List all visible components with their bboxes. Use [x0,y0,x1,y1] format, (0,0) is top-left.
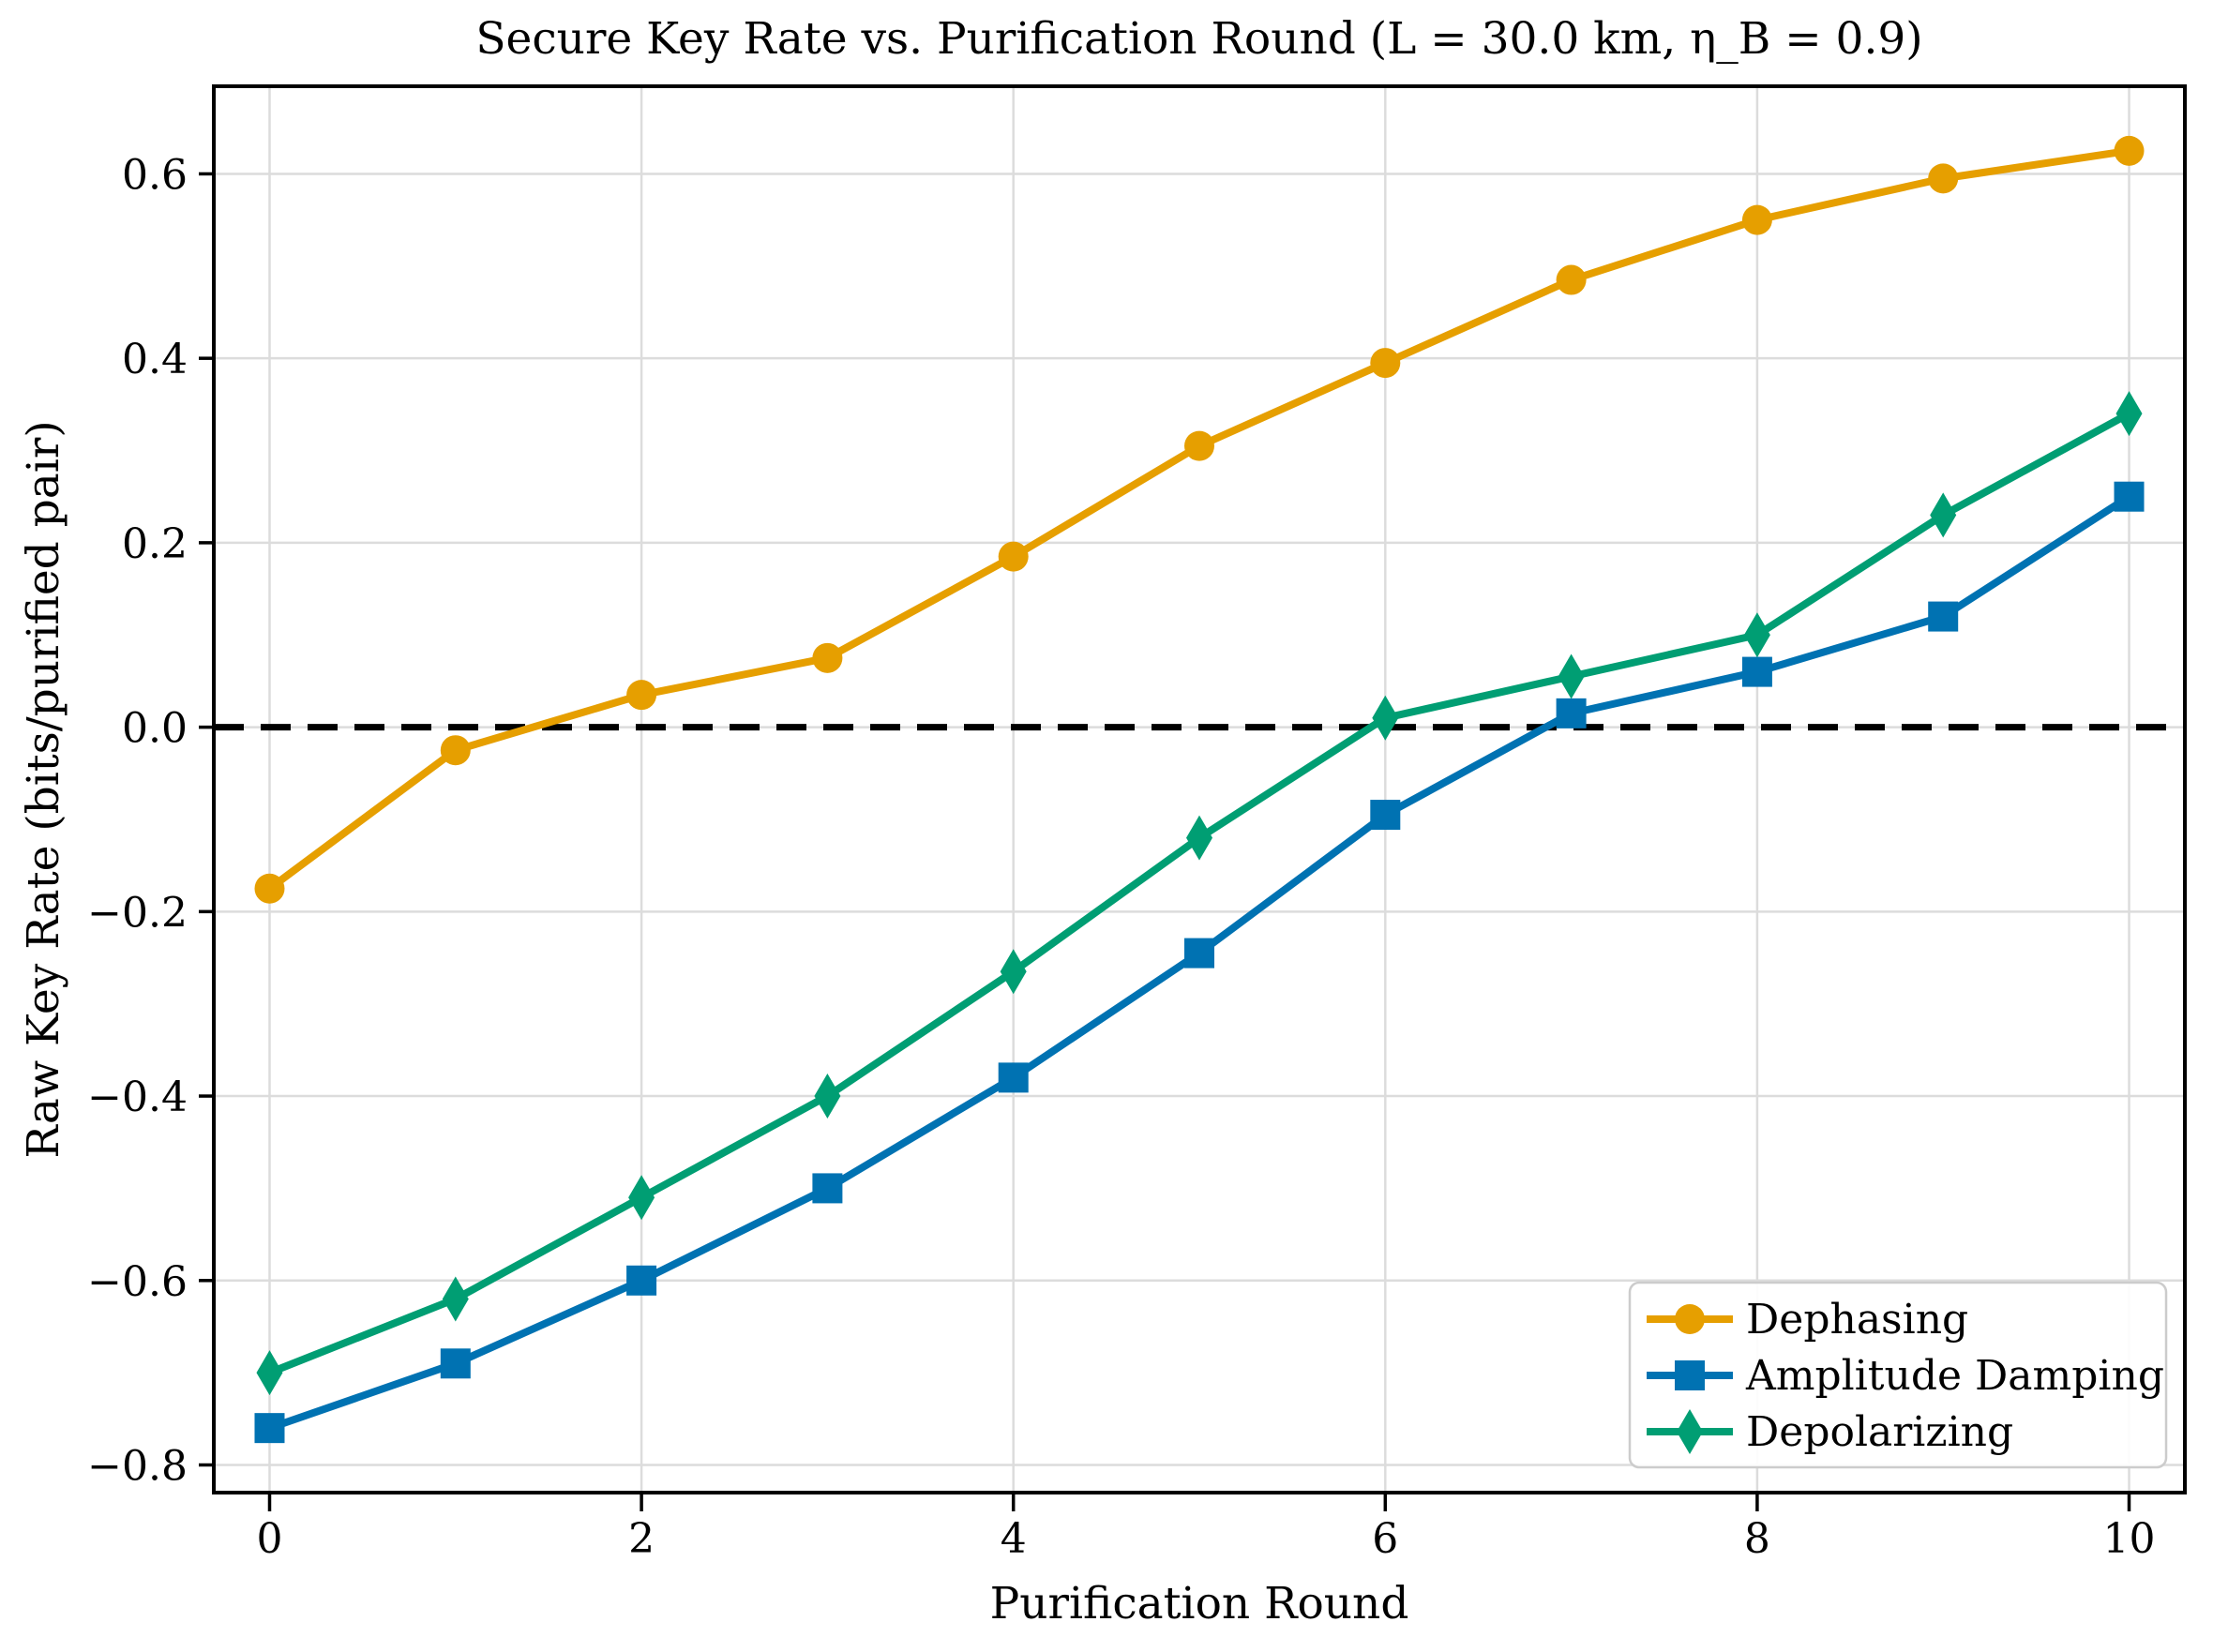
x-tick-label: 6 [1372,1515,1398,1563]
data-point-amplitude-damping [1184,938,1214,969]
x-tick-label: 8 [1744,1515,1770,1563]
legend-item-depolarizing: Depolarizing [1746,1408,2013,1456]
y-tick-label: −0.4 [87,1074,188,1121]
series-line-dephasing [265,146,2133,893]
data-point-amplitude-damping [440,1348,471,1379]
x-tick-label: 10 [2103,1515,2156,1563]
x-tick-label: 0 [256,1515,282,1563]
y-tick-label: −0.6 [87,1258,188,1306]
data-point-depolarizing [2115,391,2143,437]
y-tick-label: 0.6 [122,151,188,199]
data-point-depolarizing [1558,653,1585,699]
data-point-depolarizing [1930,492,1957,538]
plot-border [212,84,2187,1494]
y-tick-label: 0.4 [122,336,188,383]
data-point-depolarizing [628,1175,655,1221]
y-tick-label: −0.8 [87,1442,188,1490]
data-point-dephasing [626,680,657,711]
data-point-depolarizing [1743,612,1770,658]
data-point-depolarizing [1186,815,1212,861]
legend-box [1628,1281,2168,1469]
data-point-dephasing [254,873,285,904]
x-axis-label: Purification Round [990,1578,1409,1629]
data-point-depolarizing [1000,949,1027,995]
legend-markers [1647,1304,1733,1454]
data-point-amplitude-damping [254,1413,285,1444]
data-point-dephasing [998,541,1029,572]
chart-title: Secure Key Rate vs. Purification Round (… [475,13,1922,65]
legend-item-amplitude-damping: Amplitude Damping [1745,1352,2164,1400]
data-point-amplitude-damping [1556,698,1587,728]
data-point-dephasing [1370,348,1401,379]
legend-marker-amplitude-damping [1675,1360,1705,1390]
data-point-depolarizing [256,1350,283,1396]
axis-ticks: 0 2 4 6 8 10 0.6 0.4 0.2 0.0 −0.2 −0.4 −0.6 −0.8 [87,151,2155,1563]
data-point-dephasing [440,735,471,766]
data-point-amplitude-damping [1370,800,1401,831]
y-tick-label: −0.2 [87,889,188,937]
data-point-dephasing [812,642,843,673]
data-point-amplitude-damping [1741,656,1772,687]
legend-item-dephasing: Dephasing [1746,1296,1968,1344]
legend-marker-depolarizing [1677,1409,1703,1454]
data-point-amplitude-damping [998,1062,1029,1093]
data-point-depolarizing [1372,695,1399,741]
y-tick-label: 0.0 [122,705,188,753]
data-point-dephasing [1184,430,1214,461]
data-point-dephasing [2114,135,2145,166]
data-point-depolarizing [442,1276,469,1322]
legend-marker-dephasing [1675,1304,1705,1334]
legend: Dephasing Amplitude Damping Depolarizing [1628,1281,2168,1469]
series-line-depolarizing [265,410,2133,1377]
series-group [254,135,2145,1444]
data-point-depolarizing [814,1074,841,1119]
data-point-dephasing [1928,163,1959,194]
data-point-dephasing [1741,204,1772,235]
data-point-amplitude-damping [2114,481,2145,512]
data-point-amplitude-damping [812,1173,843,1204]
data-point-amplitude-damping [626,1265,657,1296]
data-point-dephasing [1556,264,1587,295]
y-tick-label: 0.2 [122,520,188,568]
x-tick-label: 2 [628,1515,655,1563]
data-point-amplitude-damping [1928,601,1959,632]
y-axis-label: Raw Key Rate (bits/purified pair) [18,420,69,1158]
x-tick-label: 4 [1001,1515,1027,1563]
